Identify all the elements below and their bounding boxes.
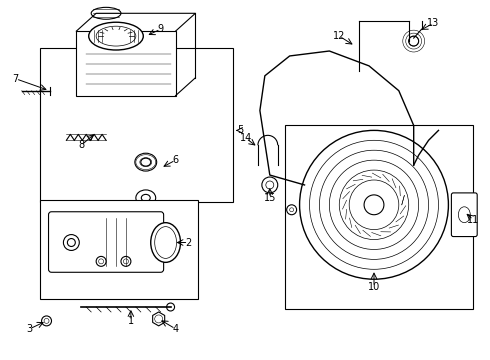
- Circle shape: [121, 256, 131, 266]
- Circle shape: [349, 180, 399, 230]
- Text: 12: 12: [333, 31, 345, 41]
- Text: 11: 11: [467, 215, 479, 225]
- Ellipse shape: [458, 207, 470, 223]
- Text: 3: 3: [26, 324, 33, 334]
- Circle shape: [68, 239, 75, 247]
- FancyBboxPatch shape: [451, 193, 477, 237]
- Ellipse shape: [136, 190, 156, 206]
- Circle shape: [364, 195, 384, 215]
- Circle shape: [339, 170, 409, 239]
- Circle shape: [329, 160, 418, 249]
- Circle shape: [299, 130, 448, 279]
- Ellipse shape: [96, 26, 136, 46]
- Circle shape: [98, 259, 103, 264]
- Circle shape: [287, 205, 296, 215]
- Text: 7: 7: [13, 74, 19, 84]
- Circle shape: [319, 150, 429, 260]
- Ellipse shape: [135, 153, 157, 171]
- Circle shape: [266, 181, 274, 189]
- Circle shape: [310, 140, 439, 269]
- Text: 6: 6: [172, 155, 178, 165]
- Circle shape: [63, 235, 79, 251]
- Circle shape: [290, 208, 294, 212]
- Text: 15: 15: [264, 193, 276, 203]
- Text: 14: 14: [240, 133, 252, 143]
- Bar: [40, 48, 233, 202]
- Text: 5: 5: [237, 125, 243, 135]
- FancyBboxPatch shape: [76, 31, 175, 96]
- Circle shape: [262, 177, 278, 193]
- Text: 4: 4: [172, 324, 178, 334]
- Circle shape: [96, 256, 106, 266]
- Bar: [285, 125, 473, 309]
- Text: 1: 1: [128, 316, 134, 326]
- Circle shape: [42, 316, 51, 326]
- Circle shape: [44, 319, 49, 323]
- Ellipse shape: [141, 194, 150, 201]
- Text: 8: 8: [78, 140, 84, 150]
- Circle shape: [167, 303, 174, 311]
- Circle shape: [409, 36, 418, 46]
- Text: 13: 13: [427, 18, 440, 28]
- Ellipse shape: [155, 227, 176, 258]
- FancyBboxPatch shape: [49, 212, 164, 272]
- Circle shape: [155, 315, 163, 323]
- Bar: [40, 200, 198, 299]
- Text: 9: 9: [158, 24, 164, 34]
- Ellipse shape: [91, 7, 121, 19]
- Ellipse shape: [89, 22, 143, 50]
- Text: 2: 2: [185, 238, 192, 248]
- Ellipse shape: [141, 158, 151, 166]
- Text: 10: 10: [368, 282, 380, 292]
- Circle shape: [123, 259, 128, 264]
- Ellipse shape: [151, 223, 180, 262]
